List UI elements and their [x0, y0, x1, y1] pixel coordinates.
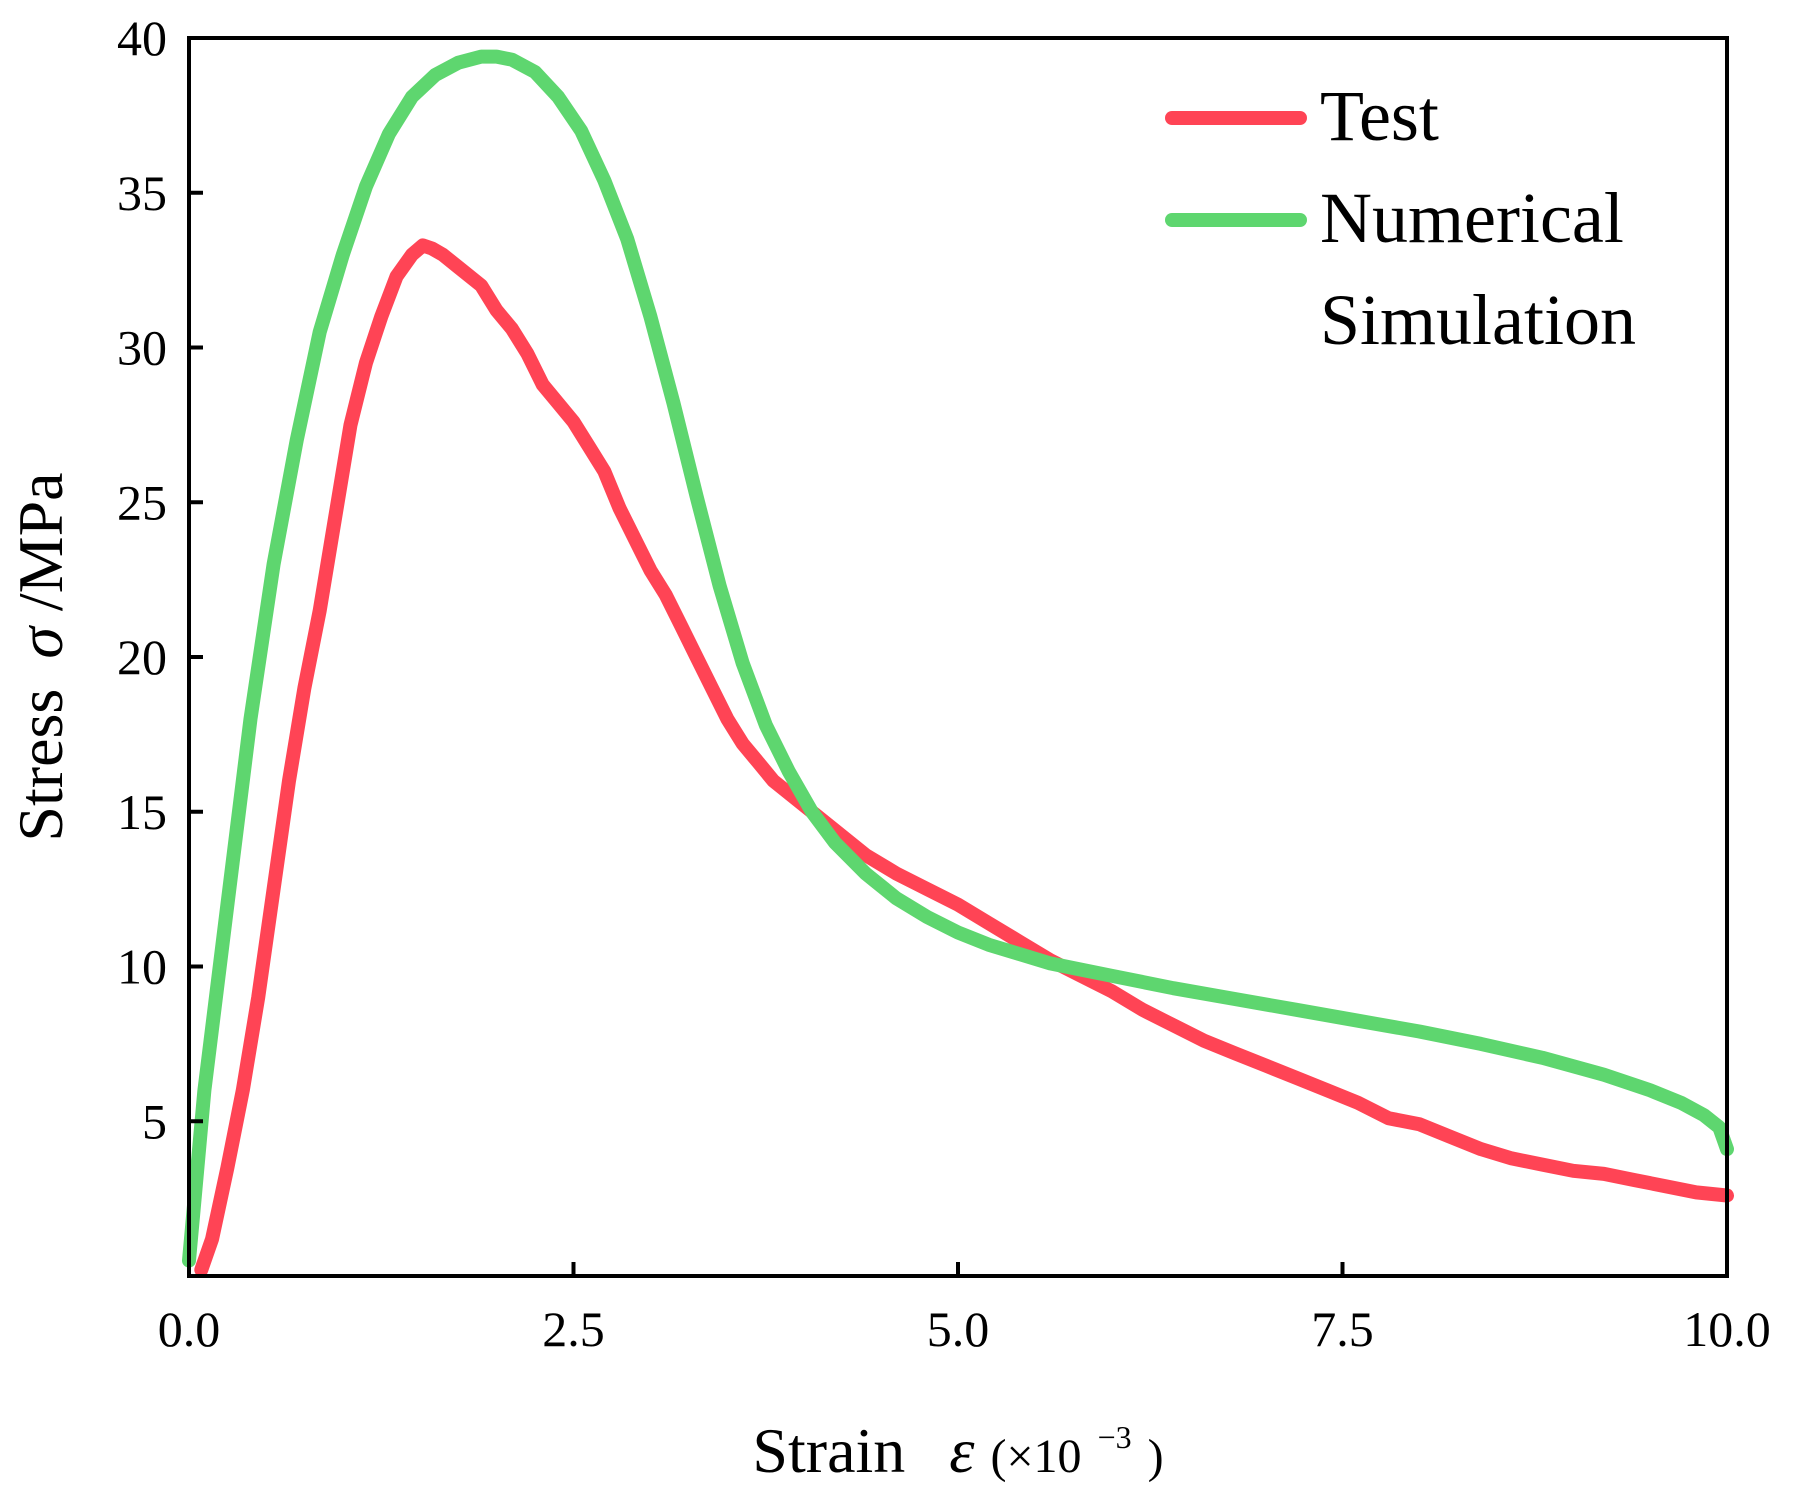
y-tick-label: 10 [117, 939, 167, 995]
legend-label-test: Test [1320, 76, 1439, 156]
y-tick-label: 35 [117, 165, 167, 221]
y-tick-label: 15 [117, 784, 167, 840]
x-tick-label: 7.5 [1311, 1301, 1374, 1357]
axis-ticks: 0.0 2.5 5.0 7.5 10.0 5 10 15 20 25 30 35 40 [117, 10, 1771, 1357]
x-axis-title: Strain ε (×10 −3 ) [752, 1391, 1163, 1486]
series-layer [182, 49, 1734, 1277]
y-tick-label: 5 [142, 1093, 167, 1149]
x-axis-unit-close: ) [1148, 1430, 1164, 1483]
y-axis-label: Stress [5, 689, 76, 842]
x-tick-label: 10.0 [1683, 1301, 1771, 1357]
legend-label-simulation: Simulation [1320, 280, 1636, 360]
y-tick-label: 20 [117, 629, 167, 685]
x-tick-label: 0.0 [158, 1301, 221, 1357]
y-axis-symbol: σ [5, 625, 76, 659]
y-tick-label: 30 [117, 320, 167, 376]
series-line-test [194, 238, 1734, 1277]
x-axis-exponent: −3 [1098, 1419, 1132, 1455]
x-axis-unit: (×10 [991, 1430, 1082, 1483]
x-axis-symbol: ε [949, 1415, 975, 1486]
y-axis-title: Stress σ /MPa [5, 472, 76, 841]
legend-label-numerical: Numerical [1320, 178, 1624, 258]
y-tick-label: 25 [117, 474, 167, 530]
x-axis-label: Strain [752, 1415, 905, 1486]
legend: Test Numerical Simulation [1165, 76, 1636, 360]
x-tick-label: 5.0 [927, 1301, 990, 1357]
series-line-numerical-simulation [182, 49, 1734, 1268]
y-tick-label: 40 [117, 10, 167, 66]
x-tick-label: 2.5 [542, 1301, 605, 1357]
y-axis-unit: /MPa [5, 472, 76, 611]
